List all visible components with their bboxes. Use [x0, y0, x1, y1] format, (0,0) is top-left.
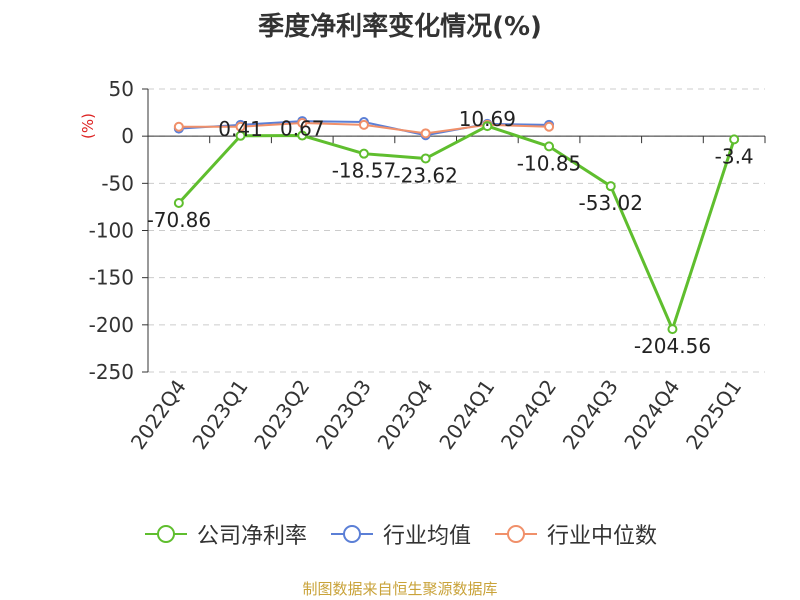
data-point-2 [358, 119, 369, 130]
legend-marker-mean-icon [330, 525, 373, 543]
y-tick-label: -50 [101, 171, 134, 195]
data-label: -70.86 [147, 208, 211, 232]
y-tick-label: 50 [109, 77, 134, 101]
source-note: 制图数据来自恒生聚源数据库 [302, 580, 498, 598]
x-tick-label: 2023Q3 [311, 375, 376, 454]
x-tick-label: 2024Q2 [496, 375, 561, 454]
data-point-0 [297, 130, 308, 141]
x-tick-label: 2025Q1 [681, 375, 746, 454]
chart-legend[interactable]: 公司净利率 行业均值 行业中位数 [0, 518, 800, 550]
data-point-0 [358, 148, 369, 159]
data-point-2 [297, 117, 308, 128]
data-label: 10.69 [459, 107, 516, 131]
data-label: -53.02 [579, 191, 643, 215]
legend-item-industry-median[interactable]: 行业中位数 [493, 518, 657, 550]
data-point-0 [173, 198, 184, 209]
y-tick-label: 0 [121, 124, 134, 148]
y-axis-label: (%) [79, 113, 97, 139]
data-point-0 [605, 181, 616, 192]
legend-item-industry-mean[interactable]: 行业均值 [329, 518, 471, 550]
x-tick-label: 2024Q3 [558, 375, 623, 454]
x-tick-label: 2023Q2 [249, 375, 314, 454]
data-point-0 [667, 324, 678, 335]
data-point-0 [729, 134, 740, 145]
y-tick-label: -150 [89, 266, 134, 290]
legend-item-company-net-margin[interactable]: 公司净利率 [143, 518, 307, 550]
legend-marker-company-icon [144, 525, 187, 543]
data-label: -204.56 [634, 334, 711, 358]
data-label: 0.41 [218, 117, 263, 141]
x-tick-label: 2023Q4 [373, 375, 438, 454]
legend-label: 行业均值 [382, 524, 471, 549]
y-tick-label: -200 [89, 313, 134, 337]
legend-label: 公司净利率 [196, 524, 307, 549]
legend-marker-median-icon [495, 525, 537, 543]
data-label: 0.67 [280, 117, 325, 141]
data-label: -18.57 [332, 159, 396, 183]
data-point-0 [482, 121, 493, 132]
data-point-0 [420, 153, 431, 164]
data-point-2 [235, 121, 246, 132]
y-tick-label: -250 [89, 360, 134, 384]
chart-title: 季度净利率变化情况(%) [258, 12, 542, 42]
legend-label: 行业中位数 [547, 524, 658, 549]
data-point-2 [544, 121, 555, 132]
data-point-2 [173, 121, 184, 132]
x-tick-label: 2023Q1 [187, 375, 252, 454]
data-label: -23.62 [393, 163, 457, 187]
x-tick-label: 2022Q4 [126, 375, 191, 454]
x-tick-label: 2024Q1 [434, 375, 499, 454]
data-point-2 [420, 128, 431, 139]
data-label: -3.4 [715, 144, 754, 168]
x-tick-label: 2024Q4 [619, 375, 684, 454]
y-tick-label: -100 [89, 219, 134, 243]
series-line-0 [177, 124, 736, 331]
data-point-0 [235, 130, 246, 141]
data-point-0 [544, 141, 555, 152]
data-label: -10.85 [517, 151, 581, 175]
